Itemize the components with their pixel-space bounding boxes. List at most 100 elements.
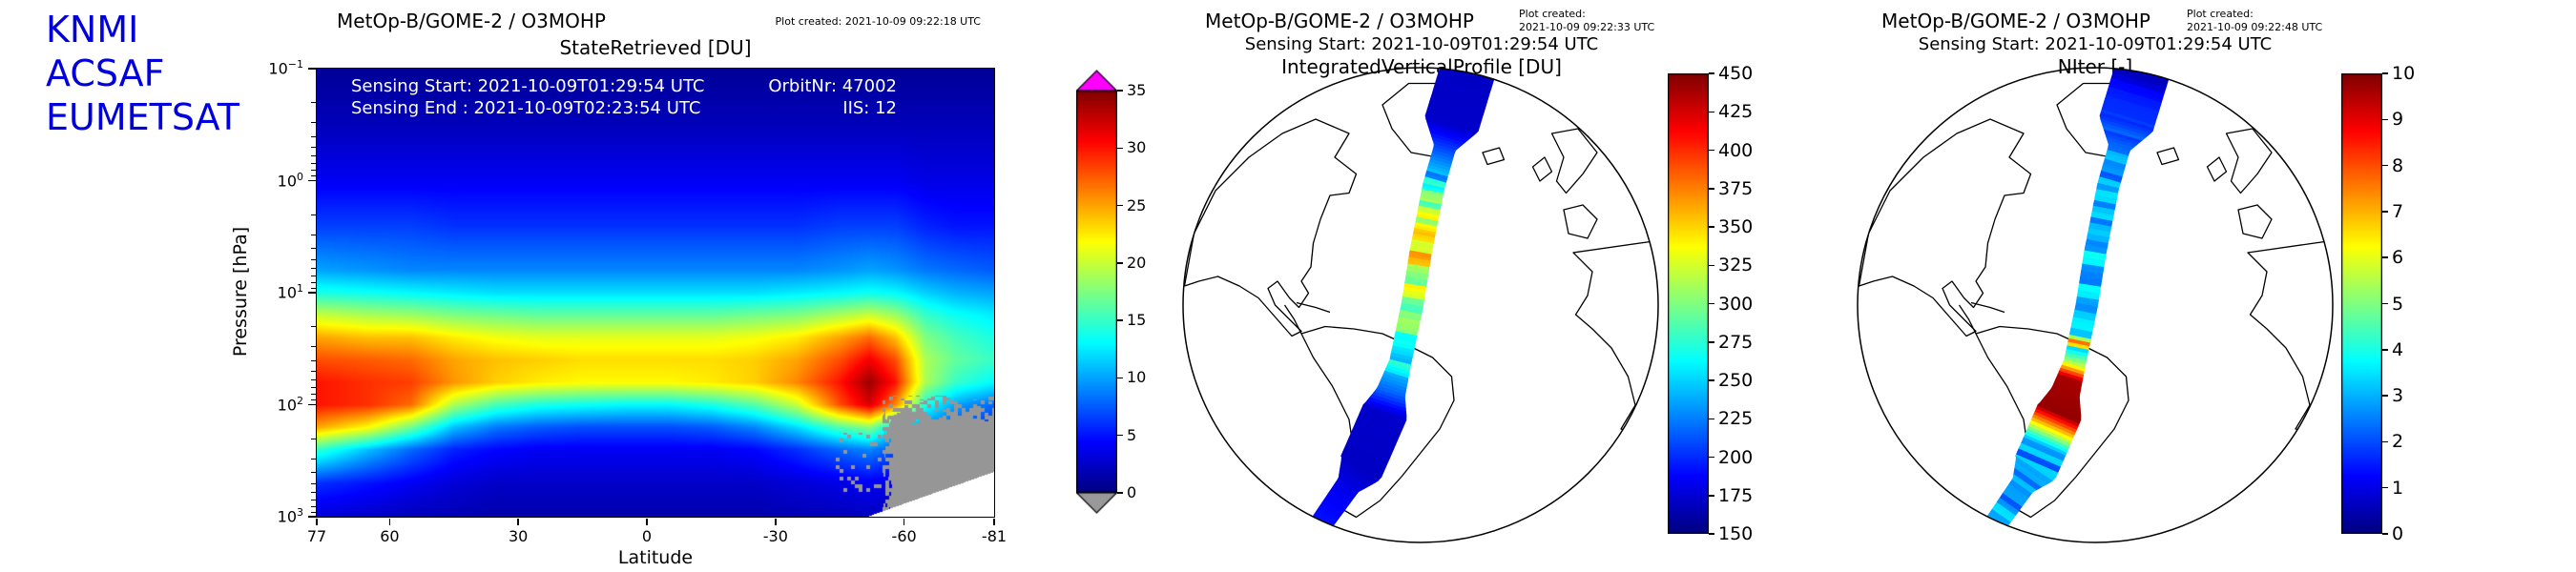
colorbar-tick-label: 0 — [2392, 523, 2404, 544]
y-minor-tick-mark — [311, 458, 316, 460]
map2-plot-created-line2: 2021-10-09 09:22:48 UTC — [2187, 21, 2323, 33]
x-tick-label: 77 — [306, 527, 327, 545]
x-tick-label: 30 — [509, 527, 529, 545]
colorbar-tick-label: 5 — [2392, 293, 2404, 315]
y-minor-tick-mark — [311, 102, 316, 104]
colorbar-tick-mark — [2382, 118, 2388, 121]
heatmap-canvas — [317, 69, 994, 517]
y-tick-mark — [308, 179, 316, 182]
globe-map-niter — [1857, 67, 2334, 543]
colorbar-tick-mark — [1709, 495, 1714, 497]
colorbar-tick-mark — [1709, 456, 1714, 459]
colorbar-tick-label: 175 — [1718, 484, 1754, 506]
colorbar-tick-mark — [1709, 533, 1714, 535]
colorbar-tick-mark — [1117, 90, 1123, 92]
x-tick-mark — [993, 519, 995, 525]
map1-sensing-start: Sensing Start: 2021-10-09T01:29:54 UTC — [1244, 34, 1599, 54]
colorbar-tick-label: 250 — [1718, 370, 1754, 391]
colorbar-tick-mark — [1117, 262, 1123, 264]
colorbar-tick-mark — [2382, 211, 2388, 213]
colorbar-tick-label: 30 — [1127, 138, 1147, 157]
annotation-sensing-end: Sensing End : 2021-10-09T02:23:54 UTC — [351, 98, 701, 118]
colorbar-tick-label: 400 — [1718, 139, 1754, 161]
colorbar-tick-label: 450 — [1718, 63, 1754, 84]
colorbar-tick-label: 275 — [1718, 331, 1754, 353]
annotation-orbit-number: OrbitNr: 47002 — [768, 76, 897, 96]
y-tick-label: 100 — [277, 170, 303, 190]
y-minor-tick-mark — [311, 258, 316, 260]
colorbar-tick-label: 2 — [2392, 431, 2404, 453]
y-minor-tick-mark — [311, 491, 316, 493]
colorbar-tick-mark — [1117, 492, 1123, 494]
map2-sensing-start: Sensing Start: 2021-10-09T01:29:54 UTC — [1918, 34, 2273, 54]
map1-plot-created-line2: 2021-10-09 09:22:33 UTC — [1519, 21, 1655, 33]
y-minor-tick-mark — [311, 175, 316, 177]
y-minor-tick-mark — [311, 387, 316, 389]
colorbar-tick-label: 375 — [1718, 177, 1754, 199]
heatmap-title: MetOp-B/GOME-2 / O3MOHP — [337, 10, 606, 32]
colorbar-tick-label: 350 — [1718, 216, 1754, 237]
colorbar-tick-label: 20 — [1127, 253, 1147, 272]
colorbar-tick-label: 3 — [2392, 385, 2404, 407]
colorbar-tick-mark — [1709, 418, 1714, 419]
colorbar-tick-label: 8 — [2392, 154, 2404, 176]
y-tick-label: 10−1 — [268, 58, 303, 78]
colorbar-tick-label: 5 — [1127, 425, 1137, 444]
colorbar-tick-label: 150 — [1718, 523, 1754, 544]
x-tick-label: -60 — [891, 527, 917, 545]
logo-line-knmi: KNMI — [46, 9, 139, 51]
y-tick-label: 103 — [277, 506, 303, 526]
colorbar-tick-mark — [2382, 395, 2388, 397]
colorbar-tick-mark — [2382, 486, 2388, 489]
x-tick-mark — [775, 519, 777, 525]
y-tick-mark — [308, 516, 316, 518]
colorbar-tick-mark — [2382, 164, 2388, 167]
y-minor-tick-mark — [311, 359, 316, 361]
x-tick-label: 0 — [641, 527, 653, 545]
niter-colorbar — [2341, 73, 2382, 534]
colorbar-tick-label: 15 — [1127, 311, 1147, 330]
y-minor-tick-mark — [311, 511, 316, 513]
map2-title: MetOp-B/GOME-2 / O3MOHP — [1881, 10, 2150, 32]
x-tick-mark — [316, 519, 318, 525]
colorbar-tick-mark — [1117, 319, 1123, 321]
colorbar-tick-mark — [2382, 256, 2388, 258]
y-minor-tick-mark — [311, 399, 316, 401]
x-tick-mark — [517, 519, 519, 525]
colorbar-tick-label: 325 — [1718, 255, 1754, 276]
y-minor-tick-mark — [311, 214, 316, 215]
colorbar-tick-label: 1 — [2392, 477, 2404, 499]
colorbar-tick-mark — [2382, 72, 2388, 74]
globe-map-ivp — [1182, 67, 1659, 543]
logo-block: KNMI ACSAF EUMETSAT — [46, 8, 239, 139]
logo-line-eumetsat: EUMETSAT — [46, 96, 239, 138]
y-minor-tick-mark — [311, 170, 316, 172]
colorbar-tick-mark — [1709, 302, 1714, 305]
colorbar-tick-label: 35 — [1127, 81, 1147, 99]
y-minor-tick-mark — [311, 122, 316, 124]
y-minor-tick-mark — [311, 326, 316, 328]
y-minor-tick-mark — [311, 505, 316, 507]
y-minor-tick-mark — [311, 248, 316, 250]
colorbar-tick-mark — [1709, 226, 1714, 228]
y-minor-tick-mark — [311, 287, 316, 289]
colorbar-tick-label: 25 — [1127, 195, 1147, 214]
colorbar-tick-mark — [1709, 341, 1714, 343]
y-minor-tick-mark — [311, 482, 316, 484]
y-minor-tick-mark — [311, 281, 316, 283]
x-tick-mark — [903, 519, 905, 525]
y-tick-label: 101 — [277, 282, 303, 302]
logo-line-acsaf: ACSAF — [46, 52, 165, 94]
colorbar-tick-label: 7 — [2392, 200, 2404, 222]
ivp-colorbar — [1668, 73, 1709, 534]
heatmap-plot — [316, 68, 995, 518]
colorbar-tick-mark — [1117, 377, 1123, 379]
y-minor-tick-mark — [311, 147, 316, 149]
x-tick-label: -81 — [981, 527, 1008, 545]
colorbar-tick-mark — [1709, 111, 1714, 112]
colorbar-tick-mark — [1117, 204, 1123, 207]
map1-title: MetOp-B/GOME-2 / O3MOHP — [1205, 10, 1474, 32]
y-minor-tick-mark — [311, 472, 316, 474]
colorbar-tick-label: 9 — [2392, 109, 2404, 131]
